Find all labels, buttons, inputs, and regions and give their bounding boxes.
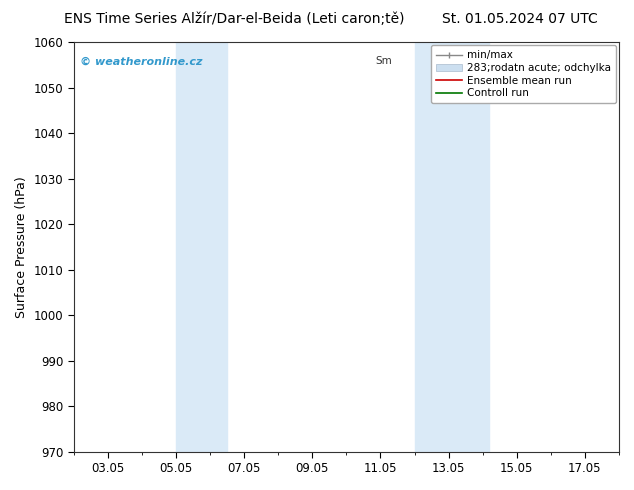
Legend: min/max, 283;rodatn acute; odchylka, Ensemble mean run, Controll run: min/max, 283;rodatn acute; odchylka, Ens… — [431, 45, 616, 103]
Y-axis label: Surface Pressure (hPa): Surface Pressure (hPa) — [15, 176, 28, 318]
Text: St. 01.05.2024 07 UTC: St. 01.05.2024 07 UTC — [442, 12, 598, 26]
Text: ENS Time Series Alžír/Dar-el-Beida (Leti caron;tě): ENS Time Series Alžír/Dar-el-Beida (Leti… — [64, 12, 405, 26]
Bar — [415, 42, 489, 452]
Text: Sm: Sm — [375, 56, 392, 66]
Text: © weatheronline.cz: © weatheronline.cz — [81, 56, 203, 66]
Bar — [176, 42, 227, 452]
